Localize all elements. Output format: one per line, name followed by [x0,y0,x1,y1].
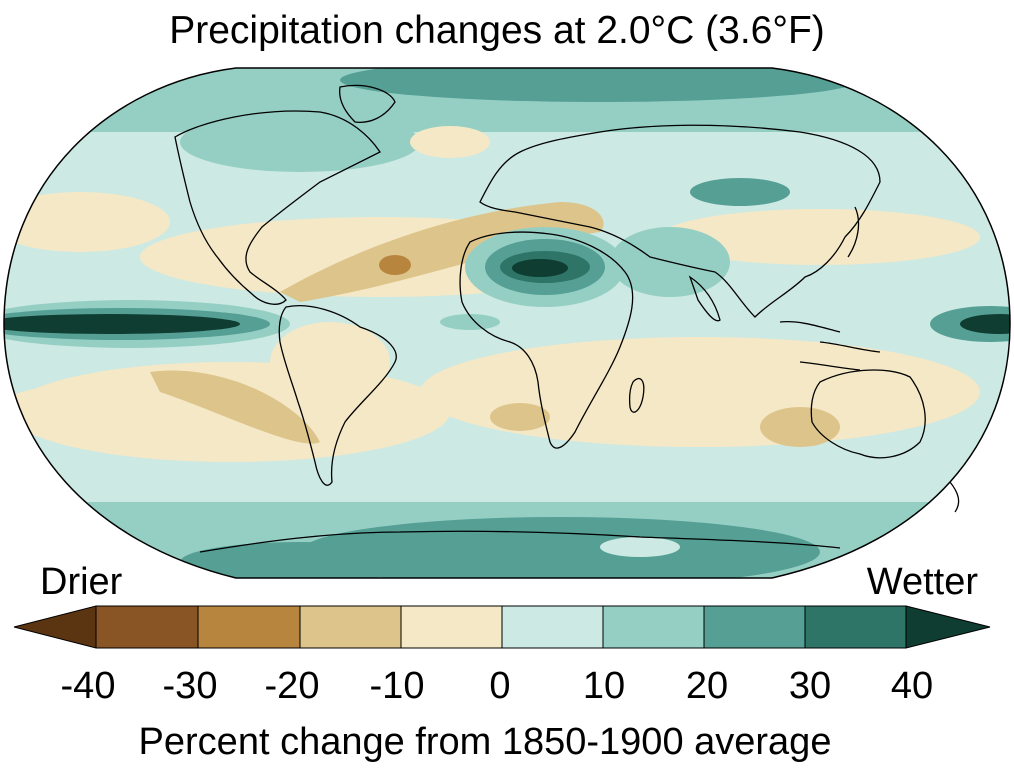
colorbar-bin [299,605,402,649]
drier-label: Drier [40,561,123,603]
colorbar-arrow-high [905,605,991,649]
precipitation-map [3,67,1011,579]
map-title: Precipitation changes at 2.0°C (3.6°F) [169,9,825,52]
colorbar-tick: 10 [582,665,626,707]
colorbar-tick: -10 [369,665,425,707]
colorbar-tick: 0 [489,665,511,707]
colorbar-tick: -20 [264,665,320,707]
colorbar-tick: 30 [788,665,832,707]
precipitation-field [4,68,1010,578]
colorbar-bin [602,605,705,649]
colorbar-bin [197,605,301,649]
colorbar-bin [703,605,806,649]
colorbar-bin [400,605,503,649]
colorbar [13,605,991,649]
colorbar-caption: Percent change from 1850-1900 average [138,721,832,763]
colorbar-tick: 20 [685,665,729,707]
colorbar-bin [95,605,199,649]
map-outline [3,67,1011,579]
colorbar-bin [501,605,604,649]
colorbar-tick: 40 [890,665,934,707]
wetter-label: Wetter [866,561,978,603]
colorbar-tick: -30 [162,665,218,707]
coastlines [174,84,960,553]
colorbar-tick: -40 [60,665,116,707]
colorbar-arrow-low [13,605,97,649]
colorbar-bin [804,605,907,649]
